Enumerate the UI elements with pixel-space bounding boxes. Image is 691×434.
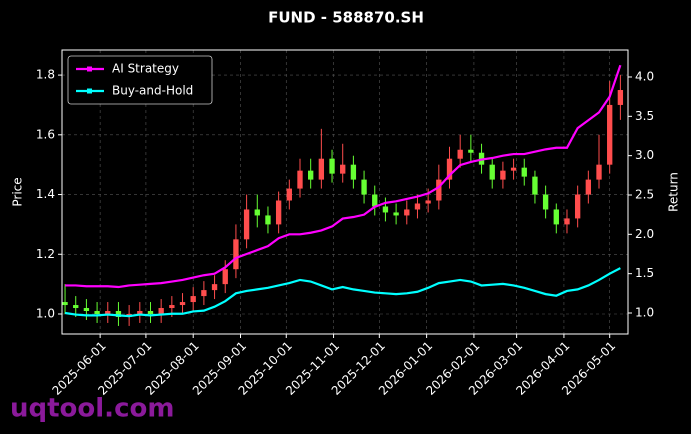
- candle-body: [201, 290, 207, 297]
- candle-body: [372, 194, 378, 207]
- candle-body: [574, 194, 581, 219]
- legend-marker: [87, 88, 92, 94]
- y-tick-label: 1.6: [36, 127, 55, 141]
- candle-body: [211, 284, 218, 291]
- legend: AI Strategy Buy-and-Hold: [67, 55, 213, 105]
- candle-body: [169, 305, 175, 309]
- candle-body: [329, 158, 335, 174]
- candle-body: [436, 179, 442, 201]
- candle-body: [275, 200, 282, 225]
- candle-body: [361, 179, 367, 195]
- y2-tick-label: 1.0: [635, 305, 654, 319]
- y-tick-label: 1.0: [36, 306, 55, 320]
- y-tick-label: 1.4: [36, 187, 55, 201]
- candle-body: [158, 308, 164, 314]
- legend-label: AI Strategy: [112, 62, 179, 76]
- candle-body: [404, 209, 410, 216]
- candle-body: [222, 269, 228, 285]
- y2-tick-label: 2.5: [635, 187, 654, 201]
- candle-body: [233, 239, 239, 270]
- return-line: [64, 267, 621, 318]
- candle-body: [596, 164, 602, 180]
- y2-tick-label: 3.5: [635, 109, 654, 123]
- candle-body: [137, 311, 143, 314]
- y-axis-label: Price: [11, 177, 25, 206]
- candle-body: [489, 164, 495, 180]
- candle-body: [115, 311, 122, 317]
- candle-body: [393, 212, 399, 216]
- y-tick-label: 1.2: [36, 247, 55, 261]
- chart-title: FUND - 588870.SH: [268, 9, 424, 27]
- candle-body: [318, 158, 325, 180]
- candle-body: [265, 215, 271, 225]
- candle-body: [286, 188, 292, 201]
- legend-label: Buy-and-Hold: [112, 84, 193, 98]
- plot-frame: [61, 49, 629, 335]
- y-tick-label: 1.8: [36, 68, 55, 82]
- y2-axis-label: Return: [667, 172, 681, 212]
- candle-body: [468, 149, 474, 153]
- candle-body: [457, 149, 463, 159]
- candle-body: [105, 311, 111, 314]
- y2-tick-label: 4.0: [635, 69, 654, 83]
- candle-body: [414, 203, 421, 210]
- candle-body: [564, 218, 570, 225]
- candle-body: [425, 200, 431, 204]
- candle-body: [73, 305, 79, 309]
- y2-tick-label: 2.0: [635, 227, 654, 241]
- candle-body: [617, 90, 624, 105]
- legend-marker: [87, 66, 92, 72]
- candle-body: [382, 206, 389, 213]
- y2-tick-label: 3.0: [635, 148, 654, 162]
- candle-body: [340, 164, 346, 174]
- candle-body: [532, 176, 538, 195]
- candle-body: [254, 209, 260, 216]
- candle-body: [94, 311, 100, 314]
- candle-body: [521, 167, 527, 177]
- candle-body: [510, 167, 517, 171]
- candle-body: [553, 209, 559, 225]
- candle-body: [585, 179, 592, 195]
- candle-body: [297, 170, 303, 189]
- candle-body: [350, 164, 357, 180]
- candle-body: [190, 296, 196, 303]
- candle-body: [147, 311, 154, 314]
- candle-body: [542, 194, 549, 210]
- candle-body: [243, 209, 250, 240]
- return-line: [65, 64, 622, 289]
- candle-body: [308, 170, 314, 180]
- candle-body: [607, 104, 613, 165]
- candle-body: [83, 308, 90, 312]
- candle-body: [179, 302, 186, 306]
- candle-body: [62, 302, 68, 306]
- watermark: uqtool.com: [10, 394, 174, 424]
- candle-body: [446, 158, 453, 180]
- candle-body: [500, 170, 506, 180]
- y2-tick-label: 1.5: [635, 266, 654, 280]
